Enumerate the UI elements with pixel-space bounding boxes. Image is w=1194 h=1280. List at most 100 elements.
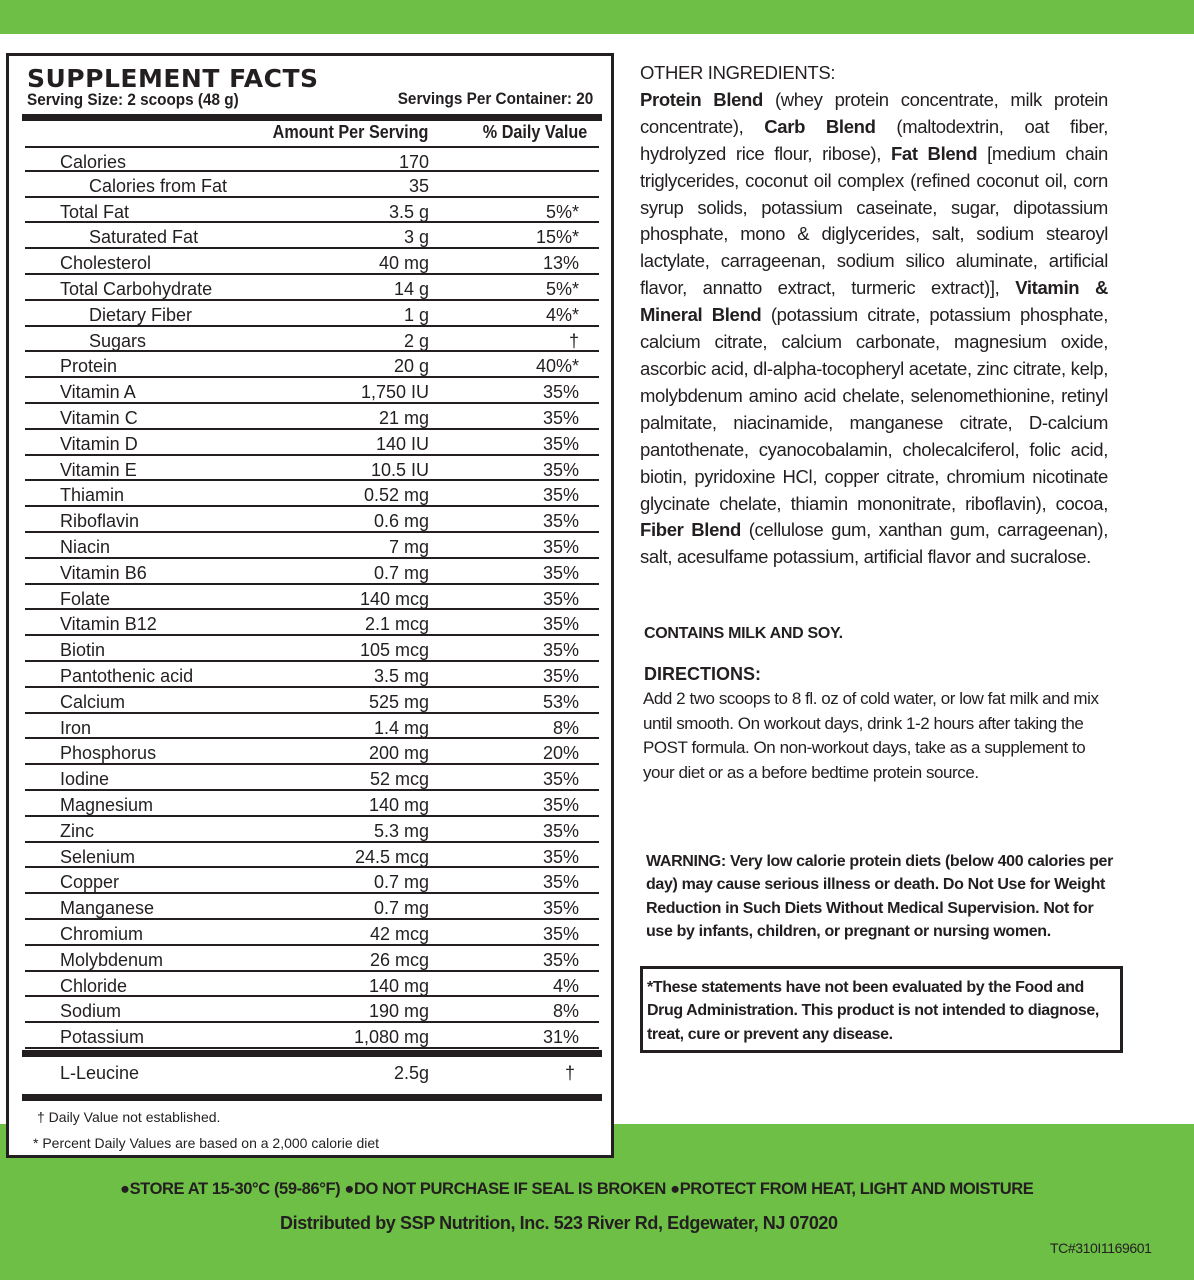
row-name: Chloride [60,975,128,996]
table-row: Calories from Fat 35 [25,172,599,198]
row-name: Manganese [60,898,155,919]
table-row: Vitamin D 140 IU 35% [25,430,599,456]
row-name: Thiamin [60,485,125,506]
divider [22,114,602,121]
row-dv: 35% [542,407,579,428]
supplement-facts-panel: SUPPLEMENT FACTS Serving Size: 2 scoops … [6,53,614,1158]
servings-per-container: Servings Per Container: 20 [397,89,593,108]
row-dv: 35% [542,485,579,506]
row-name: Vitamin B6 [60,562,147,583]
row-dv: † [568,330,579,351]
blend-contents: (potassium citrate, potassium phosphate,… [640,304,1109,514]
footnote-dagger: † Daily Value not established. [37,1109,221,1125]
row-dv: 35% [542,665,579,686]
table-row: Phosphorus 200 mg 20% [25,739,599,766]
row-dv: 20% [542,743,579,764]
row-name: Vitamin D [60,433,138,454]
facts-table: Calories 170 Calories from Fat 35 Total Fat 3… [25,146,599,1049]
row-name: Vitamin A [60,382,136,403]
row-dv: 35% [542,511,579,532]
row-amount: 40 mg [378,253,429,274]
row-amount: 170 [398,152,429,172]
storage-line: ●STORE AT 15-30°C (59-86°F) ●DO NOT PURC… [120,1180,1034,1199]
row-dv: 35% [542,820,579,841]
table-row: Vitamin B6 0.7 mg 35% [25,559,599,585]
row-amount: 0.52 mg [363,485,429,506]
row-amount: 2.5g [393,1063,429,1083]
row-dv: 8% [552,1001,579,1022]
row-dv: 4% [552,975,579,996]
row-dv: 35% [542,562,579,583]
row-dv: 4%* [545,304,579,325]
row-dv: 8% [552,717,579,738]
row-amount: 20 g [393,356,429,377]
fda-disclaimer: *These statements have not been evaluate… [640,966,1123,1053]
divider [22,1050,602,1057]
store-item: PROTECT FROM HEAT, LIGHT AND MOISTURE [679,1180,1034,1198]
table-row: Pantothenic acid 3.5 mg 35% [25,662,599,688]
row-name: Iron [60,717,92,738]
directions-heading: DIRECTIONS: [644,664,761,684]
row-name: Sodium [60,1001,122,1022]
row-dv: 35% [542,433,579,454]
blend-name: Fat Blend [890,142,978,164]
distributor: Distributed by SSP Nutrition, Inc. 523 R… [280,1213,838,1233]
row-dv: 13% [542,253,579,274]
directions-text: Add 2 two scoops to 8 fl. oz of cold wat… [643,689,1099,782]
leucine-row: L-Leucine 2.5g † [25,1058,599,1094]
table-row: Zinc 5.3 mg 35% [25,817,599,843]
blend-contents: [medium chain triglycerides, coconut oil… [640,142,1108,299]
table-row: Dietary Fiber 1 g 4%* [25,301,599,327]
row-amount: 21 mg [378,407,429,428]
row-dv: 35% [542,588,579,609]
table-row: Calcium 525 mg 53% [25,688,599,714]
row-name: Total Carbohydrate [60,278,213,299]
blend-contents: (cellulose gum, xanthan gum, carrageenan… [640,519,1108,568]
row-name: Selenium [60,846,136,867]
table-row: Sodium 190 mg 8% [25,997,599,1024]
table-row: Magnesium 140 mg 35% [25,791,599,817]
row-name: Niacin [60,536,111,557]
warning-text: WARNING: Very low calorie protein diets … [646,853,1113,940]
row-amount: 52 mcg [369,769,429,790]
row-dv: 35% [542,846,579,867]
top-green-band [0,0,1194,34]
row-dv: 35% [542,536,579,557]
row-name: Potassium [60,1027,145,1048]
row-dv: 53% [542,691,579,712]
row-name: Copper [60,872,120,893]
blend-contents: (whey protein concentrate, milk protein … [640,88,1108,137]
blend-contents: (maltodextrin, oat fiber, hydrolyzed ric… [640,115,1108,164]
row-name: Iodine [60,769,110,790]
row-dv: 35% [542,640,579,661]
table-row: Thiamin 0.52 mg 35% [25,481,599,508]
row-amount: 140 mcg [359,588,429,609]
row-name: Biotin [60,640,106,661]
table-row: Riboflavin 0.6 mg 35% [25,507,599,533]
row-amount: 0.7 mg [373,898,429,919]
table-row: Vitamin B12 2.1 mcg 35% [25,610,599,637]
row-dv: 35% [542,898,579,919]
row-name: Calories [60,152,127,172]
row-amount: 190 mg [368,1001,429,1022]
row-name: Molybdenum [60,949,164,970]
facts-title: SUPPLEMENT FACTS [27,64,319,93]
row-amount: 140 mg [368,794,429,815]
blend-name: Fiber Blend [640,519,741,541]
other-ingredients: OTHER INGREDIENTS: Protein Blend (whey p… [640,60,1108,571]
row-name: Protein [60,356,118,377]
store-item: STORE AT 15-30°C (59-86°F) [129,1180,341,1198]
row-dv: 35% [542,769,579,790]
row-dv: 5%* [545,278,579,299]
table-row: Iodine 52 mcg 35% [25,765,599,791]
row-amount: 1,080 mg [353,1027,429,1048]
row-amount: 7 mg [388,536,429,557]
row-amount: 0.7 mg [373,562,429,583]
row-name: L-Leucine [60,1063,140,1083]
row-name: Calories from Fat [89,175,228,196]
blend-name: Protein Blend [640,88,763,110]
allergen-statement: CONTAINS MILK AND SOY. [644,625,843,642]
row-amount: 105 mcg [359,640,429,661]
row-amount: 3.5 g [388,201,429,222]
bullet-icon: ● [344,1180,354,1198]
